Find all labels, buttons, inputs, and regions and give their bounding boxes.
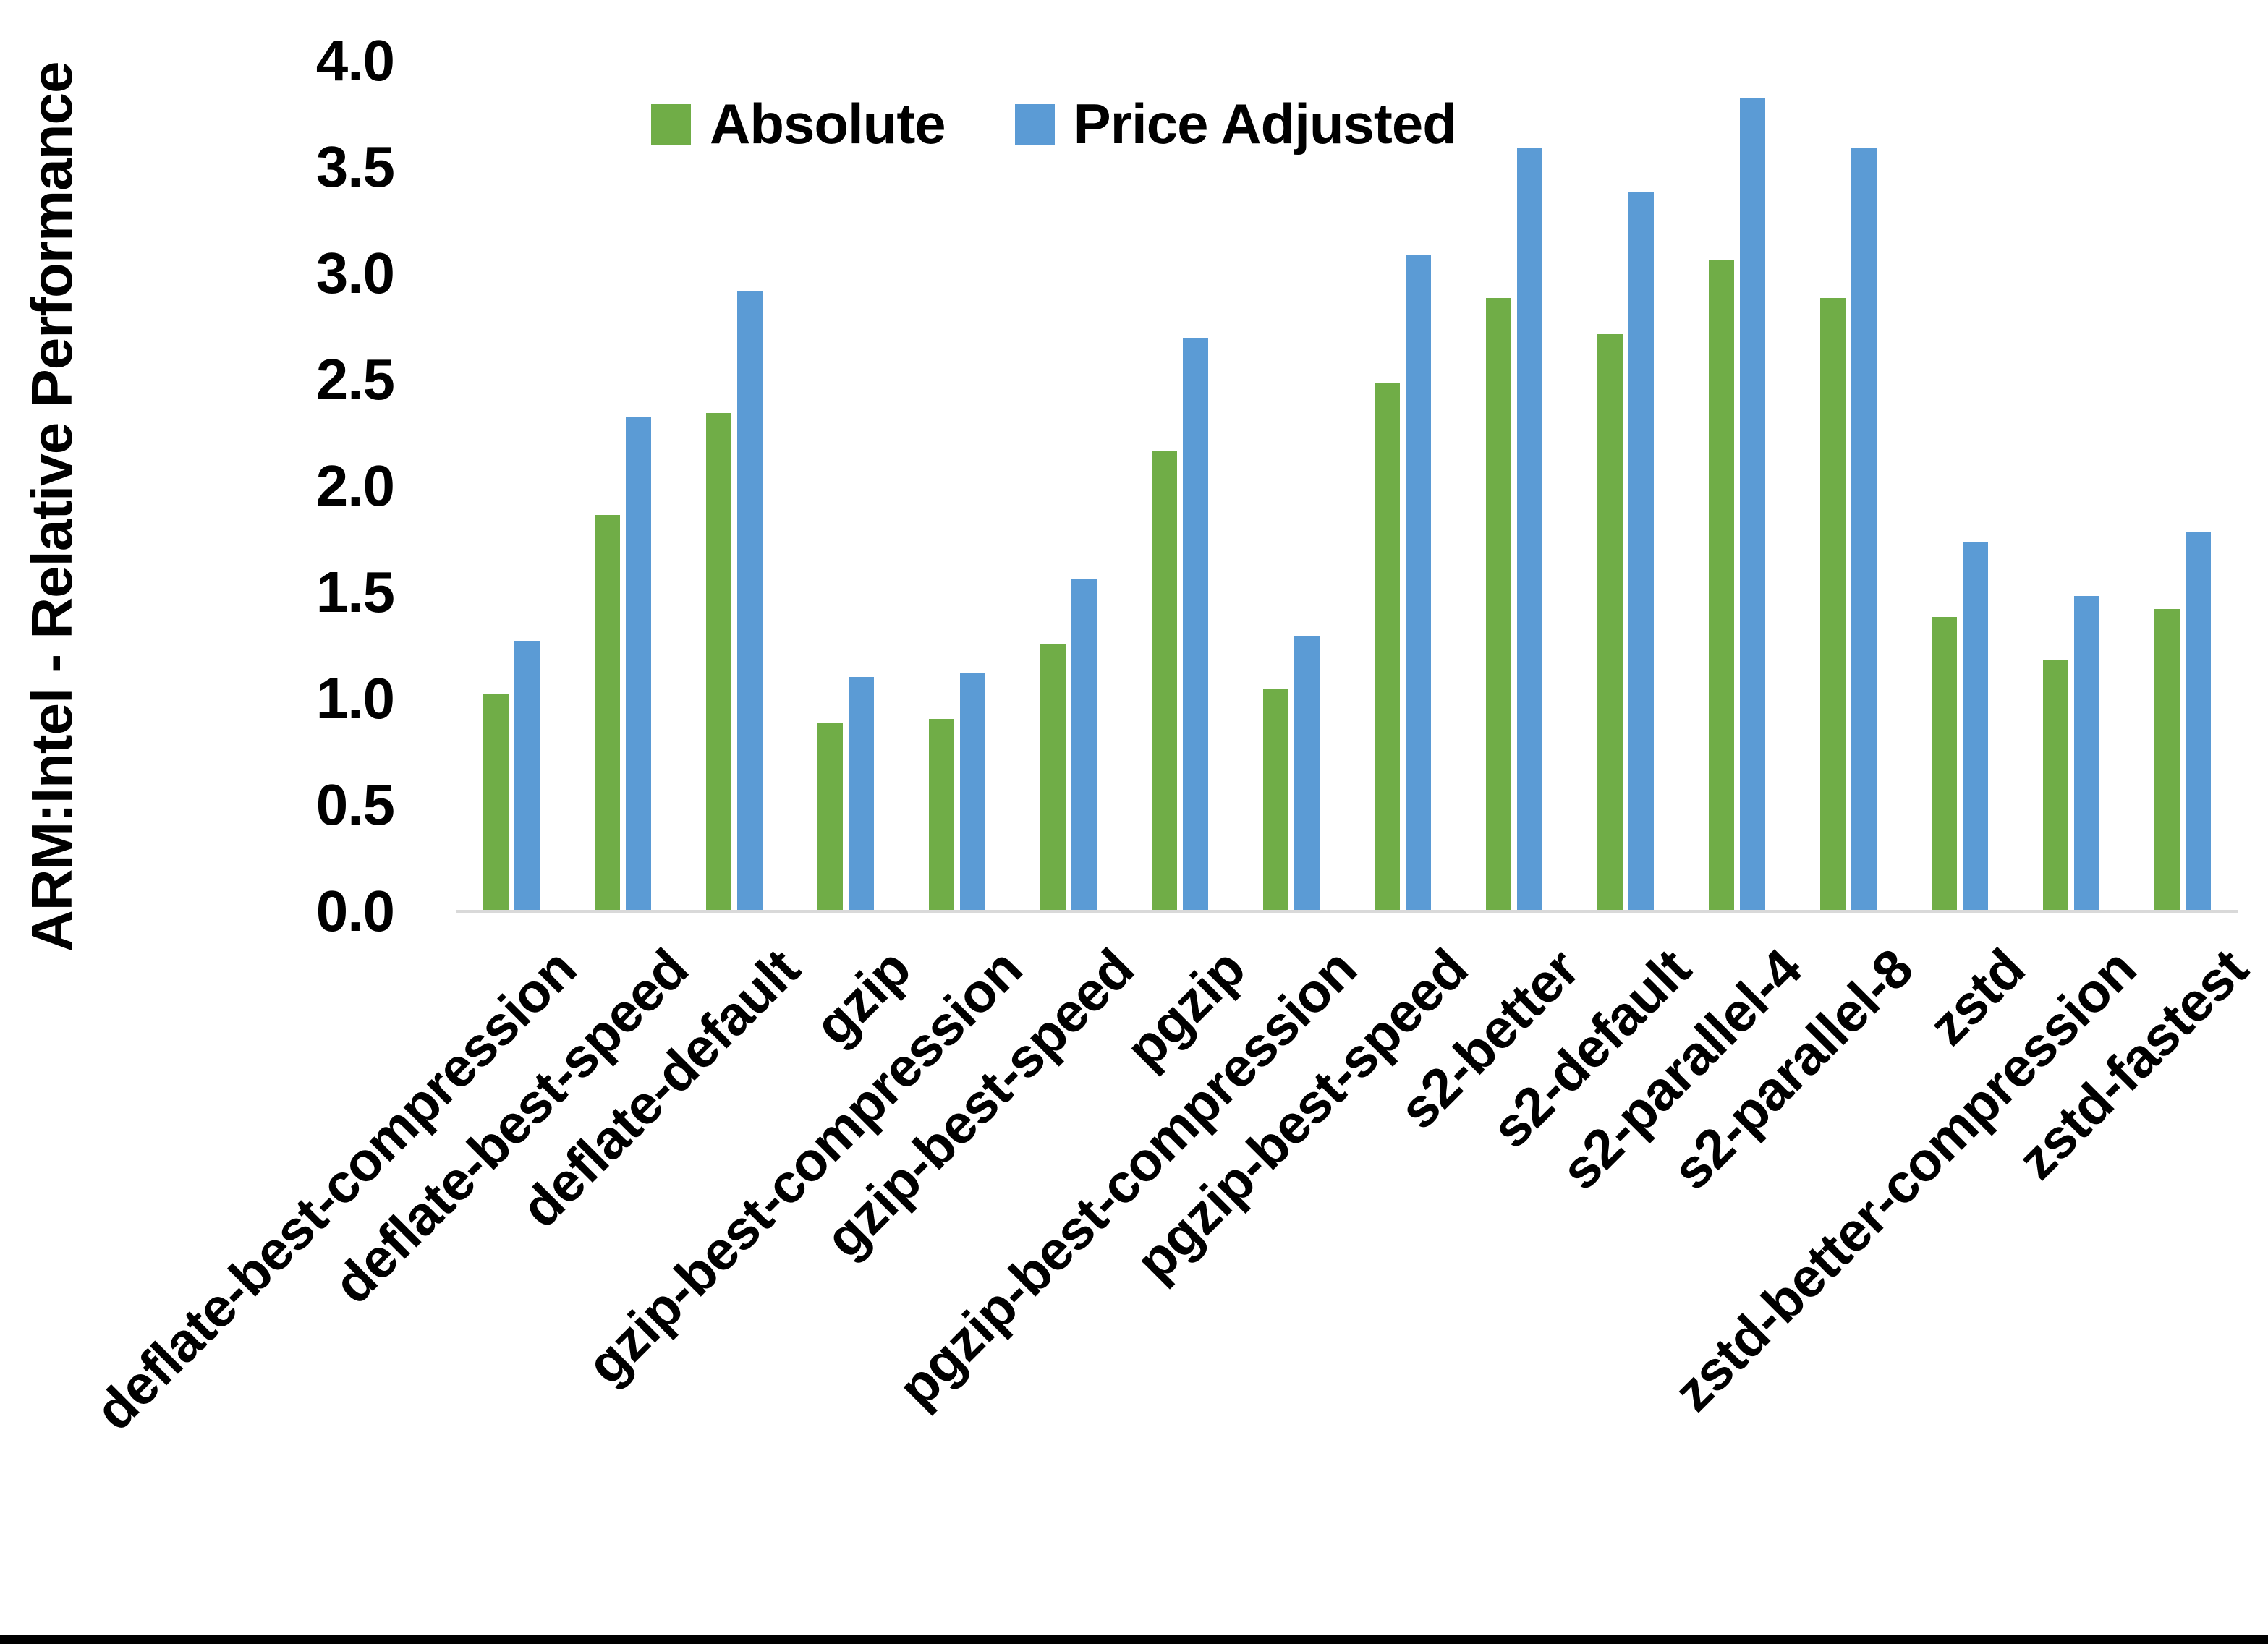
bar-price-adjusted-zstd	[1963, 542, 1988, 911]
bar-absolute-gzip	[817, 723, 843, 911]
bar-absolute-zstd	[1932, 617, 1957, 911]
y-tick-label: 3.5	[315, 135, 395, 199]
bar-absolute-s2-parallel-8	[1820, 298, 1846, 911]
bottom-border	[0, 1635, 2268, 1644]
bar-absolute-gzip-best-compression	[929, 719, 954, 911]
bar-price-adjusted-pgzip	[1183, 338, 1208, 911]
bar-price-adjusted-gzip-best-compression	[960, 673, 985, 911]
legend-swatch-price-adjusted	[1014, 103, 1055, 145]
bar-absolute-pgzip-best-compression	[1263, 689, 1288, 911]
y-tick-label: 0.5	[315, 772, 395, 837]
bar-price-adjusted-gzip	[849, 677, 874, 911]
y-tick-label: 1.5	[315, 560, 395, 624]
bar-price-adjusted-zstd-fastest	[2186, 532, 2211, 911]
y-tick-label: 4.0	[315, 28, 395, 93]
bar-price-adjusted-zstd-better-compression	[2074, 596, 2099, 911]
bar-price-adjusted-deflate-best-compression	[514, 641, 540, 911]
bar-price-adjusted-gzip-best-speed	[1071, 579, 1097, 911]
bar-absolute-gzip-best-speed	[1040, 644, 1066, 911]
bar-price-adjusted-s2-default	[1628, 192, 1654, 911]
bar-price-adjusted-deflate-default	[737, 291, 763, 911]
bar-price-adjusted-s2-better	[1517, 148, 1542, 911]
x-axis-line	[456, 910, 2238, 913]
bar-absolute-s2-default	[1597, 334, 1623, 911]
bar-absolute-s2-parallel-4	[1709, 260, 1734, 911]
y-tick-label: 1.0	[315, 666, 395, 731]
legend-swatch-absolute	[651, 103, 691, 145]
y-tick-label: 3.0	[315, 241, 395, 305]
legend-label-price-adjusted: Price Adjusted	[1073, 92, 1457, 156]
bar-absolute-deflate-best-compression	[483, 694, 509, 911]
bar-price-adjusted-s2-parallel-8	[1851, 148, 1877, 911]
bar-price-adjusted-deflate-best-speed	[626, 417, 651, 911]
legend-label-absolute: Absolute	[710, 92, 946, 156]
bar-absolute-pgzip-best-speed	[1375, 383, 1400, 911]
bar-absolute-pgzip	[1152, 451, 1177, 911]
bar-price-adjusted-s2-parallel-4	[1740, 98, 1765, 911]
bar-absolute-deflate-default	[706, 413, 731, 911]
y-tick-label: 2.0	[315, 453, 395, 518]
bar-absolute-zstd-better-compression	[2043, 660, 2068, 911]
bar-absolute-s2-better	[1486, 298, 1511, 911]
x-tick-label-deflate-best-compression: deflate-best-compression	[83, 937, 588, 1442]
bar-price-adjusted-pgzip-best-speed	[1406, 255, 1431, 911]
y-axis-title: ARM:Intel - Relative Performance	[20, 61, 84, 952]
y-tick-label: 0.0	[315, 879, 395, 943]
bar-absolute-zstd-fastest	[2154, 609, 2180, 911]
bar-absolute-deflate-best-speed	[595, 515, 620, 911]
y-tick-label: 2.5	[315, 347, 395, 412]
bar-price-adjusted-pgzip-best-compression	[1294, 636, 1320, 911]
legend: Absolute Price Adjusted	[651, 91, 1457, 157]
